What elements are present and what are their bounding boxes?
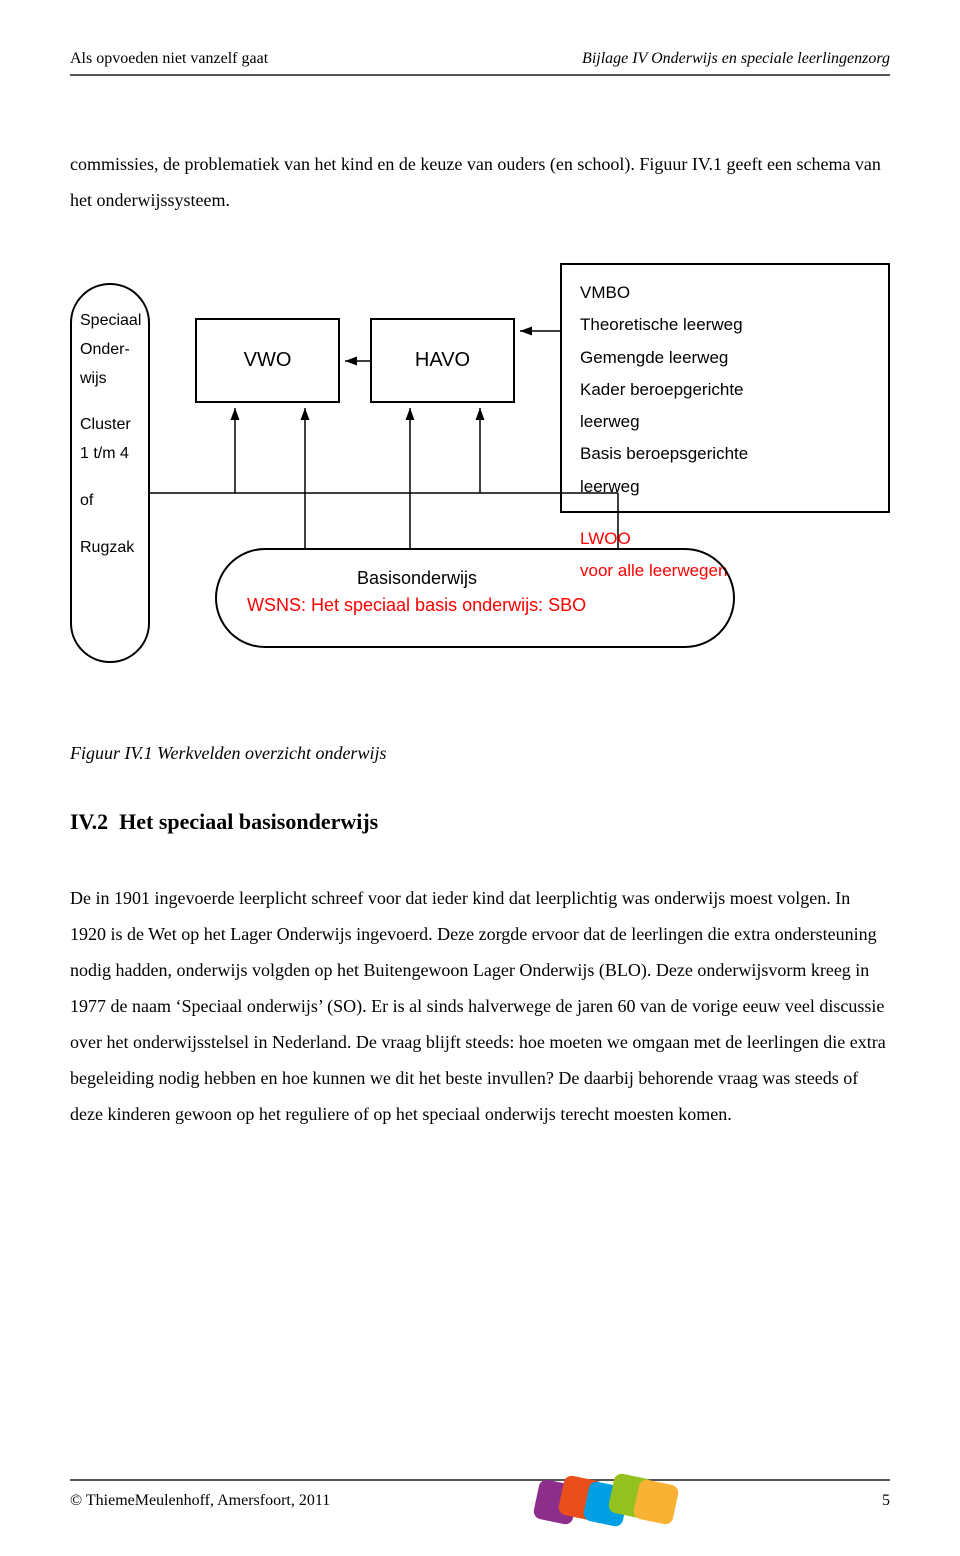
footer-copyright: © ThiemeMeulenhoff, Amersfoort, 2011: [70, 1492, 330, 1510]
speciaal-onderwijs-node: Speciaal Onder- wijs Cluster 1 t/m 4 of …: [70, 283, 150, 663]
havo-node: HAVO: [370, 318, 515, 403]
vmbo-line: leerweg: [580, 412, 640, 431]
vmbo-line: leerweg: [580, 477, 640, 496]
figure-caption: Figuur IV.1 Werkvelden overzicht onderwi…: [70, 743, 890, 764]
speciaal-line: Cluster: [80, 411, 140, 440]
vmbo-line: Gemengde leerweg: [580, 342, 870, 374]
basis-line1: Basisonderwijs: [247, 568, 703, 589]
logo-shape: [632, 1478, 679, 1525]
onderwijssysteem-diagram: Speciaal Onder- wijs Cluster 1 t/m 4 of …: [70, 263, 890, 683]
intro-paragraph: commissies, de problematiek van het kind…: [70, 146, 890, 218]
speciaal-line: Onder-: [80, 336, 140, 365]
section-heading: IV.2 Het speciaal basisonderwijs: [70, 809, 890, 835]
speciaal-line: Rugzak: [80, 534, 140, 563]
vwo-node: VWO: [195, 318, 340, 403]
vmbo-line: Kader beroepgerichte: [580, 374, 870, 406]
page-footer: © ThiemeMeulenhoff, Amersfoort, 2011 5: [70, 1476, 890, 1526]
header-left: Als opvoeden niet vanzelf gaat: [70, 50, 268, 68]
header-right: Bijlage IV Onderwijs en speciale leerlin…: [582, 50, 890, 68]
page-header: Als opvoeden niet vanzelf gaat Bijlage I…: [70, 50, 890, 68]
vwo-label: VWO: [244, 349, 292, 372]
vmbo-line: Basis beroepsgerichte: [580, 438, 870, 470]
basis-line2: WSNS: Het speciaal basis onderwijs: SBO: [247, 595, 703, 616]
footer-pagenum: 5: [882, 1492, 890, 1510]
vmbo-node: VMBO Theoretische leerweg Gemengde leerw…: [560, 263, 890, 513]
vmbo-line: VMBO: [580, 277, 870, 309]
section-number: IV.2: [70, 809, 108, 834]
speciaal-line: 1 t/m 4: [80, 440, 140, 469]
vmbo-line: Theoretische leerweg: [580, 309, 870, 341]
speciaal-line: wijs: [80, 365, 140, 394]
section-title: Het speciaal basisonderwijs: [119, 809, 378, 834]
thiememeulenhoff-logo: [536, 1476, 676, 1526]
speciaal-line: of: [80, 487, 140, 516]
header-rule: [70, 74, 890, 76]
body-paragraph: De in 1901 ingevoerde leerplicht schreef…: [70, 880, 890, 1132]
basisonderwijs-node: Basisonderwijs WSNS: Het speciaal basis …: [215, 548, 735, 648]
havo-label: HAVO: [415, 349, 470, 372]
speciaal-line: Speciaal: [80, 307, 140, 336]
